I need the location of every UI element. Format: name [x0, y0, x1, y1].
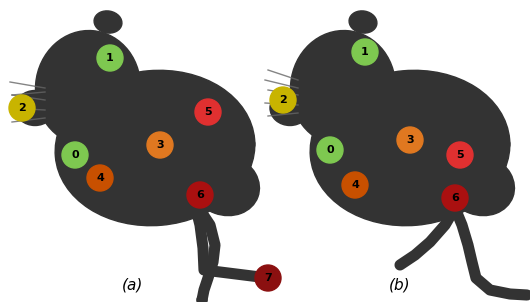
Ellipse shape: [355, 90, 415, 140]
Ellipse shape: [290, 31, 395, 146]
Ellipse shape: [197, 295, 207, 302]
Ellipse shape: [94, 11, 122, 33]
Circle shape: [97, 45, 123, 71]
Circle shape: [442, 185, 468, 211]
Text: 5: 5: [456, 150, 464, 160]
Circle shape: [147, 132, 173, 158]
Circle shape: [317, 137, 343, 163]
Text: 6: 6: [196, 190, 204, 200]
Text: 1: 1: [361, 47, 369, 57]
Ellipse shape: [310, 70, 510, 226]
Text: 3: 3: [406, 135, 414, 145]
Text: (a): (a): [122, 278, 144, 293]
Circle shape: [255, 265, 281, 291]
Text: 0: 0: [326, 145, 334, 155]
Circle shape: [87, 165, 113, 191]
Text: 2: 2: [279, 95, 287, 105]
Ellipse shape: [270, 91, 310, 126]
Ellipse shape: [191, 154, 260, 216]
Text: 0: 0: [71, 150, 79, 160]
Text: 5: 5: [204, 107, 212, 117]
Ellipse shape: [100, 90, 160, 140]
Ellipse shape: [446, 154, 515, 216]
Circle shape: [397, 127, 423, 153]
Circle shape: [270, 87, 296, 113]
Text: (b): (b): [389, 278, 411, 293]
Text: 4: 4: [351, 180, 359, 190]
Circle shape: [342, 172, 368, 198]
Circle shape: [195, 99, 221, 125]
Ellipse shape: [15, 91, 55, 126]
Ellipse shape: [221, 136, 255, 160]
Text: 2: 2: [18, 103, 26, 113]
Circle shape: [62, 142, 88, 168]
Text: 4: 4: [96, 173, 104, 183]
Circle shape: [9, 95, 35, 121]
Ellipse shape: [55, 70, 255, 226]
Ellipse shape: [476, 136, 510, 160]
Circle shape: [187, 182, 213, 208]
Text: 6: 6: [451, 193, 459, 203]
Ellipse shape: [36, 31, 140, 146]
Ellipse shape: [349, 11, 377, 33]
Circle shape: [447, 142, 473, 168]
Circle shape: [352, 39, 378, 65]
Text: 3: 3: [156, 140, 164, 150]
Text: 1: 1: [106, 53, 114, 63]
Text: 7: 7: [264, 273, 272, 283]
